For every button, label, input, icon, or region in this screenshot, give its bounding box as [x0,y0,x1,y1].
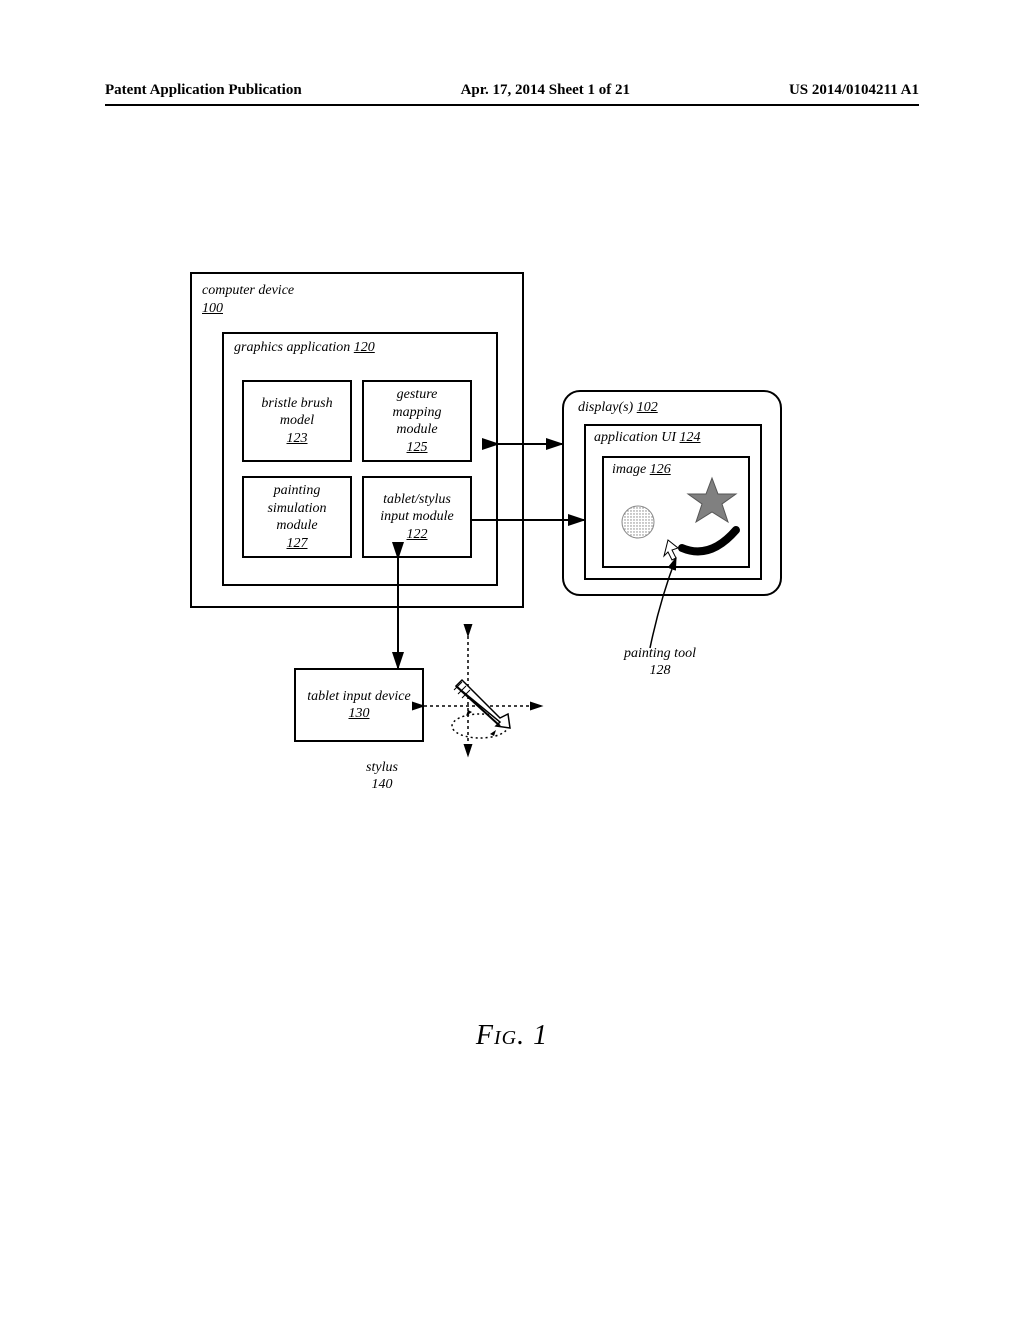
page: Patent Application Publication Apr. 17, … [0,0,1024,1320]
stylus-icon [454,680,510,736]
diagram-overlay-svg [0,0,1024,1320]
figure-diagram: computer device 100 graphics application… [0,0,1024,1320]
painting-tool-cursor-icon [664,540,678,560]
image-contents [622,478,736,560]
figure-caption: Fig. 1 [0,1020,1024,1052]
painting-tool-leader [650,558,676,648]
image-brush-stroke [682,530,736,551]
image-circle-icon [622,506,654,538]
image-star-icon [688,478,736,522]
